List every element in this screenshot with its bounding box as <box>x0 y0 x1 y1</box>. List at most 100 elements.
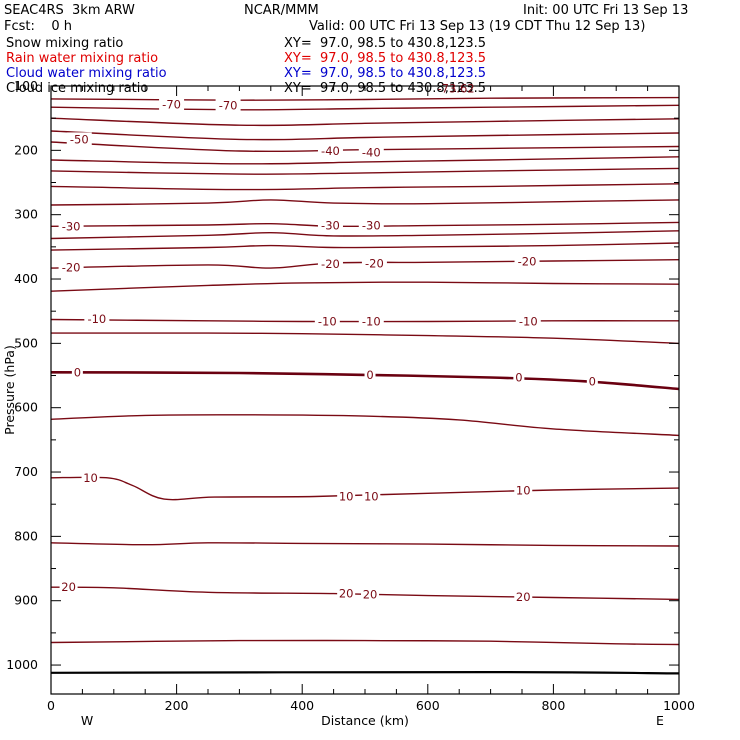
init-time: Init: 00 UTC Fri 13 Sep 13 <box>523 3 689 18</box>
field-name: Snow mixing ratio <box>6 36 124 51</box>
contour-line <box>50 542 680 547</box>
contour-line <box>50 242 680 251</box>
x-tick-label: 200 <box>165 698 189 713</box>
maximum-value-label: -73.62 <box>438 82 475 96</box>
contour-label-background <box>514 254 540 268</box>
contour-label: 0 <box>515 370 522 384</box>
contour-label: 0 <box>74 365 81 379</box>
contour-label-background <box>515 314 541 328</box>
contour-label-background <box>81 470 100 484</box>
contour-label-background <box>58 260 84 274</box>
x-tick-label: 0 <box>47 698 55 713</box>
ground-line <box>50 670 680 675</box>
contour-label-background <box>358 314 384 328</box>
contour-line <box>50 130 680 141</box>
contour-label: -10 <box>519 314 538 328</box>
contour-label: -20 <box>62 260 81 274</box>
contour-label-background <box>514 483 533 497</box>
contour-label: 0 <box>589 374 596 388</box>
field-name: Cloud water mixing ratio <box>6 66 167 81</box>
contour-line <box>50 332 680 345</box>
contour-label: -30 <box>62 219 81 233</box>
x-tick-label: 800 <box>541 698 565 713</box>
y-tick-label: 800 <box>14 528 38 543</box>
contour-label-background <box>361 587 380 601</box>
contour-label: -40 <box>362 145 381 159</box>
y-tick-label: 600 <box>14 400 38 415</box>
contour-label: -40 <box>321 144 340 158</box>
y-tick-label: 1000 <box>6 657 38 672</box>
contour-label: -50 <box>70 132 89 146</box>
contour-line <box>50 414 680 437</box>
contour-label: 10 <box>83 471 98 485</box>
contour-label: 10 <box>339 489 354 503</box>
contour-lines <box>50 96 680 646</box>
contour-line <box>50 96 680 101</box>
contour-label: -70 <box>162 98 181 112</box>
contour-line <box>50 371 680 391</box>
contour-line <box>50 639 680 646</box>
contour-label-background <box>314 314 340 328</box>
contour-line <box>50 104 680 111</box>
model-title: SEAC4RS 3km ARW <box>4 3 135 18</box>
contour-label-background <box>358 218 384 232</box>
contour-line <box>50 117 680 127</box>
contour-label: 20 <box>363 587 378 601</box>
contour-label-background <box>71 365 83 379</box>
contour-label: -10 <box>87 312 106 326</box>
contour-label-background <box>317 257 343 271</box>
west-end-label: W <box>81 713 93 728</box>
contour-label-background <box>317 218 343 232</box>
contour-label: 10 <box>364 489 379 503</box>
surface-line <box>50 670 680 675</box>
contour-line <box>50 183 680 191</box>
contour-label: 20 <box>339 587 354 601</box>
contour-label: -30 <box>362 219 381 233</box>
contour-label: -10 <box>318 314 337 328</box>
field-xy: XY= 97.0, 98.5 to 430.8,123.5 <box>284 51 487 66</box>
contour-label-background <box>586 374 598 388</box>
contour-label: 20 <box>516 590 531 604</box>
contour-label-background <box>58 219 84 233</box>
contour-line <box>50 259 680 269</box>
contour-labels: -70 -70 -50 -40 -40 -30 -30 -30 -20 -20 -20 -20 -10 -… <box>58 97 598 604</box>
y-tick-label: 400 <box>14 271 38 286</box>
contour-label-background <box>59 580 78 594</box>
contour-line <box>50 199 680 206</box>
field-xy: XY= 97.0, 98.5 to 430.8,123.5 <box>284 36 487 51</box>
contour-label: -20 <box>365 257 384 271</box>
x-tick-label: 400 <box>290 698 314 713</box>
contour-line <box>50 476 680 501</box>
contour-line <box>50 281 680 292</box>
y-tick-label: 200 <box>14 142 38 157</box>
y-tick-label: 100 <box>14 78 38 93</box>
contour-label-background <box>317 143 343 157</box>
contour-label: -30 <box>321 219 340 233</box>
contour-line <box>50 167 680 175</box>
contour-label: -70 <box>219 98 238 112</box>
y-tick-label: 500 <box>14 335 38 350</box>
contour-label-background <box>364 367 376 381</box>
field-name: Rain water mixing ratio <box>6 51 159 66</box>
contour-label: -20 <box>321 257 340 271</box>
contour-label: 20 <box>61 580 76 594</box>
contour-label-background <box>66 132 92 146</box>
field-xy: XY= 97.0, 98.5 to 430.8,123.5 <box>284 81 487 96</box>
field-xy: XY= 97.0, 98.5 to 430.8,123.5 <box>284 66 487 81</box>
plot-frame <box>50 85 680 695</box>
contour-label-background <box>358 145 384 159</box>
contour-line <box>50 221 680 228</box>
contour-label-background <box>362 489 381 503</box>
contour-label-background <box>361 256 387 270</box>
forecast-hour: Fcst: 0 h <box>4 19 73 34</box>
organization-label: NCAR/MMM <box>244 3 319 18</box>
y-tick-label: 300 <box>14 207 38 222</box>
x-tick-label: 1000 <box>663 698 695 713</box>
contour-label-background <box>215 98 241 112</box>
x-axis-title: Distance (km) <box>321 713 409 728</box>
contour-label: -10 <box>362 314 381 328</box>
x-tick-label: 600 <box>416 698 440 713</box>
y-tick-label: 700 <box>14 464 38 479</box>
